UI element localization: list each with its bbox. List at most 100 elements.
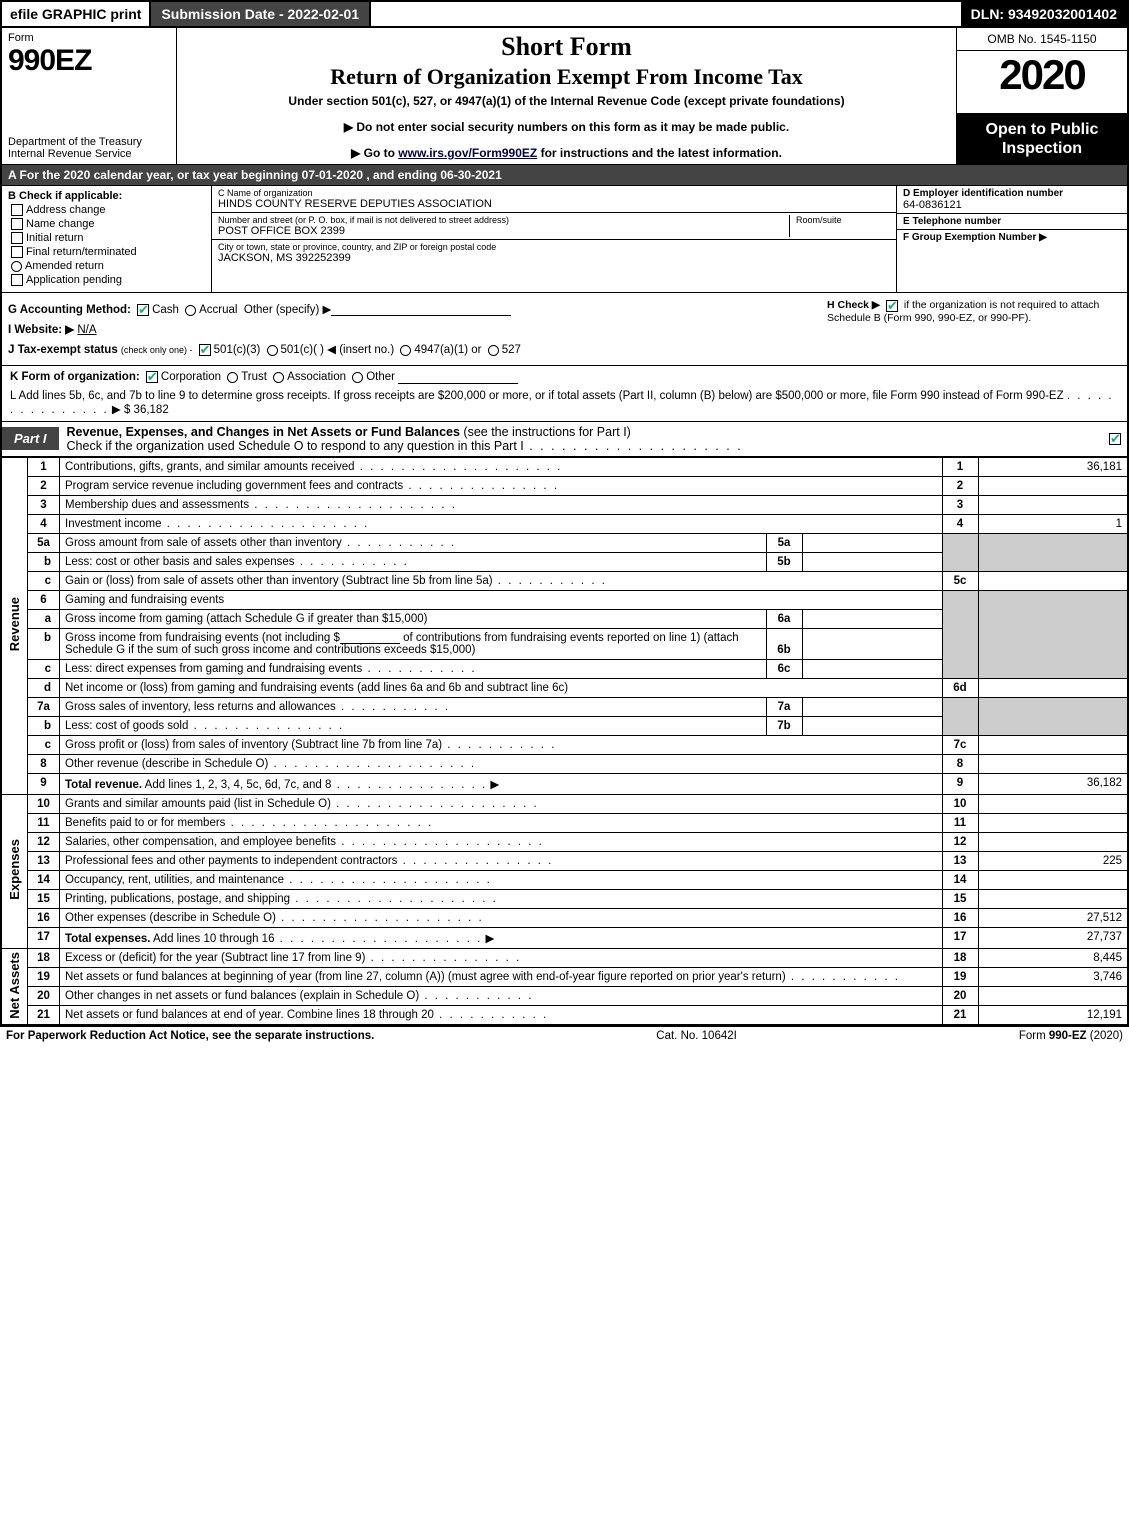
table-row: 5a Gross amount from sale of assets othe…	[1, 533, 1128, 552]
footer-catno: Cat. No. 10642I	[656, 1030, 737, 1042]
table-row: d Net income or (loss) from gaming and f…	[1, 678, 1128, 697]
table-row: 19 Net assets or fund balances at beginn…	[1, 967, 1128, 986]
j-label: J Tax-exempt status	[8, 344, 118, 356]
check-address-change[interactable]: Address change	[8, 204, 205, 216]
table-row: 15 Printing, publications, postage, and …	[1, 889, 1128, 908]
c-name-value: HINDS COUNTY RESERVE DEPUTIES ASSOCIATIO…	[218, 198, 890, 210]
dots-icon	[225, 817, 433, 829]
check-corporation[interactable]	[146, 371, 158, 383]
expenses-label: Expenses	[1, 794, 28, 948]
d-ein-value: 64-0836121	[903, 199, 1121, 211]
check-cash[interactable]	[137, 304, 149, 316]
checkbox-icon[interactable]	[11, 246, 23, 258]
dots-icon	[331, 798, 539, 810]
check-application-pending[interactable]: Application pending	[8, 274, 205, 286]
dots-icon	[365, 952, 521, 964]
goto-note: ▶ Go to www.irs.gov/Form990EZ for instru…	[185, 146, 948, 160]
submission-date-label: Submission Date -	[161, 6, 287, 22]
check-initial-return[interactable]: Initial return	[8, 232, 205, 244]
radio-other-org[interactable]	[352, 372, 363, 383]
lineno: 1	[28, 457, 60, 476]
part-1-schedule-o-check[interactable]	[1103, 432, 1127, 444]
block-kl: K Form of organization: Corporation Trus…	[0, 366, 1129, 421]
footer-paperwork: For Paperwork Reduction Act Notice, see …	[6, 1030, 374, 1042]
submission-date: Submission Date - 2022-02-01	[151, 2, 371, 26]
check-501c3[interactable]	[199, 344, 211, 356]
dots-icon	[493, 575, 607, 587]
c-name-row: C Name of organization HINDS COUNTY RESE…	[212, 186, 896, 213]
c-street-label: Number and street (or P. O. box, if mail…	[218, 215, 783, 225]
dots-icon	[442, 739, 556, 751]
dots-icon	[434, 1009, 548, 1021]
tax-year: 2020	[957, 51, 1127, 114]
grey-cell	[978, 697, 1128, 735]
line-a-tax-year: A For the 2020 calendar year, or tax yea…	[0, 165, 1129, 186]
table-row: Expenses 10 Grants and similar amounts p…	[1, 794, 1128, 813]
amount-cell: 36,181	[978, 457, 1128, 476]
open-to-public: Open to Public Inspection	[957, 114, 1127, 164]
check-name-change[interactable]: Name change	[8, 218, 205, 230]
dots-icon	[188, 720, 344, 732]
check-final-return[interactable]: Final return/terminated	[8, 246, 205, 258]
irs-link[interactable]: www.irs.gov/Form990EZ	[398, 146, 537, 160]
radio-527[interactable]	[488, 345, 499, 356]
topbar-spacer	[371, 2, 961, 26]
line-l-gross-receipts: L Add lines 5b, 6c, and 7b to line 9 to …	[10, 387, 1119, 419]
revenue-label: Revenue	[1, 457, 28, 794]
table-row: 20 Other changes in net assets or fund b…	[1, 986, 1128, 1005]
j-sub: (check only one) -	[121, 345, 193, 355]
check-amended-return[interactable]: Amended return	[8, 260, 205, 272]
part-1-check-line: Check if the organization used Schedule …	[67, 439, 524, 453]
l-amount: ▶ $ 36,182	[112, 404, 169, 416]
omb-number: OMB No. 1545-1150	[957, 28, 1127, 51]
dots-icon	[403, 480, 559, 492]
other-specify-blank[interactable]	[331, 304, 511, 316]
header-right: OMB No. 1545-1150 2020 Open to Public In…	[957, 28, 1127, 164]
c-room-label: Room/suite	[790, 215, 890, 237]
checkbox-icon[interactable]	[1109, 433, 1121, 445]
i-label: I Website: ▶	[8, 324, 74, 336]
part-1-title-bold: Revenue, Expenses, and Changes in Net As…	[67, 425, 460, 439]
radio-4947[interactable]	[400, 345, 411, 356]
dln-value: 93492032001402	[1008, 6, 1117, 22]
dots-icon	[397, 855, 553, 867]
dots-icon	[290, 893, 498, 905]
c-city-value: JACKSON, MS 392252399	[218, 252, 890, 264]
page-footer: For Paperwork Reduction Act Notice, see …	[0, 1025, 1129, 1045]
k-label: K Form of organization:	[10, 372, 140, 384]
check-h[interactable]	[886, 300, 898, 312]
grey-cell	[942, 533, 978, 571]
form-title-long: Return of Organization Exempt From Incom…	[185, 64, 948, 90]
radio-501c[interactable]	[267, 345, 278, 356]
table-row: c Gross profit or (loss) from sales of i…	[1, 735, 1128, 754]
b-heading: B Check if applicable:	[8, 190, 205, 202]
line-g-accounting: G Accounting Method: Cash Accrual Other …	[8, 299, 821, 319]
table-row: 11 Benefits paid to or for members 11	[1, 813, 1128, 832]
radio-association[interactable]	[273, 372, 284, 383]
6b-blank[interactable]	[340, 632, 400, 644]
radio-accrual[interactable]	[185, 305, 196, 316]
g-label: G Accounting Method:	[8, 304, 131, 316]
dots-icon	[362, 663, 476, 675]
dots-icon	[284, 874, 492, 886]
ssn-warning: ▶ Do not enter social security numbers o…	[185, 120, 948, 134]
dots-icon	[786, 971, 900, 983]
checkbox-icon[interactable]	[11, 204, 23, 216]
radio-icon[interactable]	[11, 261, 22, 272]
form-title-short: Short Form	[185, 32, 948, 62]
colnum: 1	[942, 457, 978, 476]
dept-treasury: Department of the Treasury Internal Reve…	[8, 136, 170, 160]
dots-icon	[249, 499, 457, 511]
part-1-title: Revenue, Expenses, and Changes in Net As…	[59, 422, 1103, 456]
checkbox-icon[interactable]	[11, 232, 23, 244]
line-desc: Contributions, gifts, grants, and simila…	[60, 457, 943, 476]
dln-label: DLN:	[971, 6, 1008, 22]
radio-trust[interactable]	[227, 372, 238, 383]
dots-icon	[268, 758, 476, 770]
h-label: H Check ▶	[827, 299, 880, 311]
k-other-blank[interactable]	[398, 372, 518, 384]
table-row: 12 Salaries, other compensation, and emp…	[1, 832, 1128, 851]
efile-print-label[interactable]: efile GRAPHIC print	[2, 2, 151, 26]
checkbox-icon[interactable]	[11, 218, 23, 230]
checkbox-icon[interactable]	[11, 274, 23, 286]
